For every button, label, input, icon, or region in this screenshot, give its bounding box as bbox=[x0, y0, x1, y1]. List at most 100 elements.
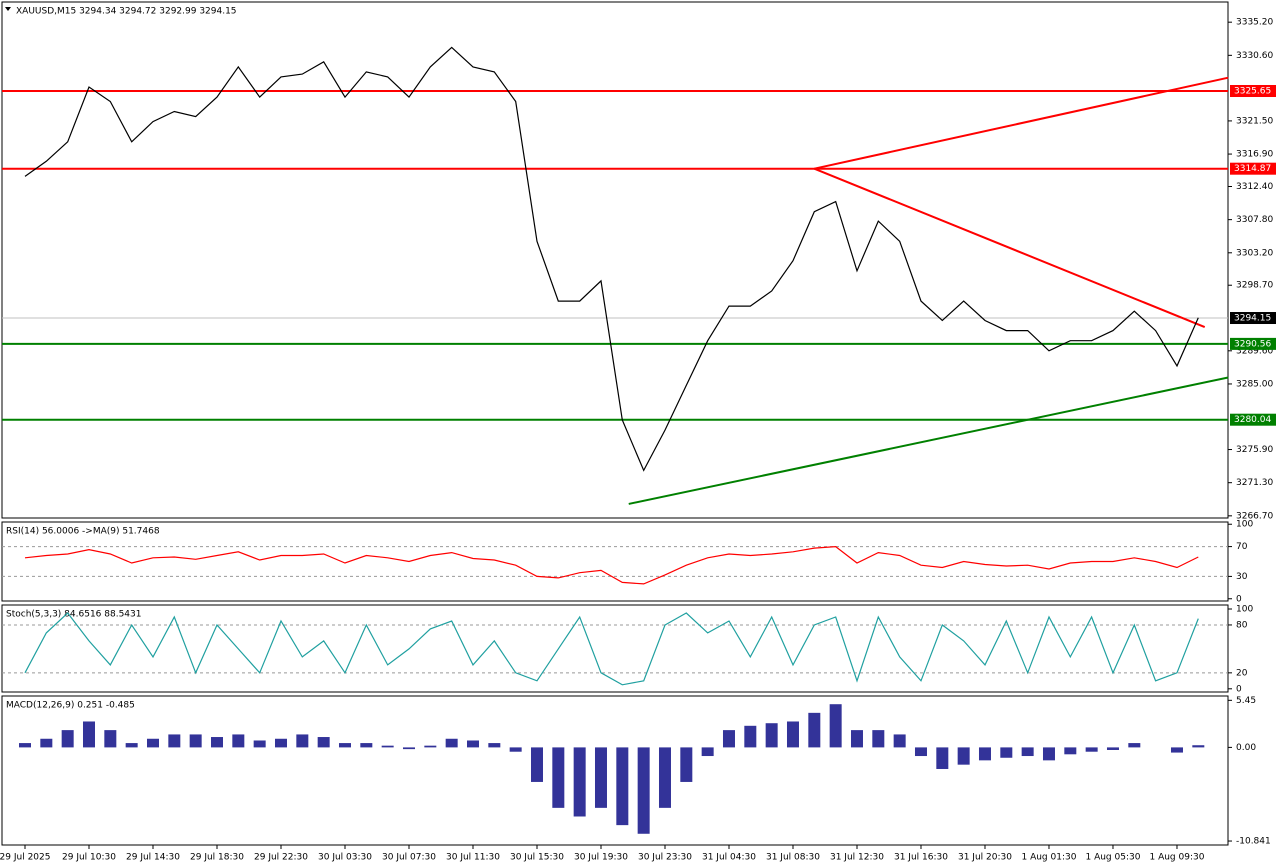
price-level-label: 3290.56 bbox=[1234, 339, 1271, 349]
histogram-bar bbox=[253, 740, 266, 748]
panel-frame bbox=[1, 1, 1229, 519]
x-tick-label: 30 Jul 19:30 bbox=[574, 853, 628, 863]
y-tick-label: 70 bbox=[1236, 542, 1248, 552]
y-tick-label: 80 bbox=[1236, 620, 1248, 630]
series-line bbox=[24, 612, 1199, 686]
histogram-bar bbox=[19, 743, 31, 748]
x-tick-label: 29 Jul 10:30 bbox=[62, 853, 116, 863]
y-tick-label: 0 bbox=[1236, 684, 1242, 694]
histogram-bar bbox=[509, 747, 522, 752]
histogram-bar bbox=[104, 730, 117, 748]
x-tick-label: 31 Jul 20:30 bbox=[958, 853, 1012, 863]
x-tick-label: 30 Jul 11:30 bbox=[446, 853, 500, 863]
x-tick-label: 31 Jul 16:30 bbox=[894, 853, 948, 863]
x-tick-label: 30 Jul 15:30 bbox=[510, 853, 564, 863]
panel-frame bbox=[1, 521, 1229, 602]
histogram-bar bbox=[914, 747, 927, 757]
histogram-bar bbox=[978, 747, 991, 761]
x-tick-label: 30 Jul 07:30 bbox=[382, 853, 436, 863]
histogram-bar bbox=[594, 747, 607, 808]
histogram-bar bbox=[872, 730, 885, 748]
histogram-bar bbox=[530, 747, 543, 782]
x-tick-label: 1 Aug 05:30 bbox=[1085, 853, 1140, 863]
histogram-bar bbox=[210, 737, 223, 748]
histogram-bar bbox=[125, 743, 138, 748]
x-tick-label: 31 Jul 12:30 bbox=[830, 853, 884, 863]
histogram-bar bbox=[658, 747, 671, 808]
histogram-bar bbox=[424, 745, 437, 748]
x-tick-label: 30 Jul 23:30 bbox=[638, 853, 692, 863]
y-tick-label: 3321.50 bbox=[1236, 116, 1273, 126]
histogram-bar bbox=[168, 734, 181, 748]
panel-title: MACD(12,26,9) 0.251 -0.485 bbox=[6, 701, 135, 711]
histogram-bar bbox=[1042, 747, 1055, 761]
histogram-bar bbox=[573, 747, 586, 817]
x-tick-label: 1 Aug 01:30 bbox=[1021, 853, 1076, 863]
histogram-bar bbox=[1021, 747, 1034, 757]
histogram-bar bbox=[466, 740, 479, 748]
histogram-bar bbox=[146, 738, 159, 748]
price-level-box bbox=[1230, 413, 1276, 426]
histogram-bar bbox=[936, 747, 949, 769]
histogram-bar bbox=[957, 747, 970, 765]
y-tick-label: 3303.20 bbox=[1236, 248, 1273, 258]
x-tick-label: 31 Jul 04:30 bbox=[702, 853, 756, 863]
y-tick-label: 3307.80 bbox=[1236, 215, 1273, 225]
x-tick-label: 29 Jul 14:30 bbox=[126, 853, 180, 863]
histogram-bar bbox=[1000, 747, 1013, 758]
panel-frame bbox=[1, 695, 1229, 846]
price-level-box bbox=[1230, 337, 1276, 350]
x-tick-label: 29 Jul 22:30 bbox=[254, 853, 308, 863]
histogram-bar bbox=[680, 747, 693, 782]
histogram-bar bbox=[1106, 747, 1119, 750]
y-tick-label: 0.00 bbox=[1236, 743, 1256, 753]
price-level-box bbox=[1230, 162, 1276, 175]
histogram-bar bbox=[402, 747, 415, 750]
price-level-label: 3294.15 bbox=[1234, 314, 1271, 324]
histogram-bar bbox=[1064, 747, 1077, 755]
series-line bbox=[24, 545, 1199, 585]
x-tick-label: 29 Jul 18:30 bbox=[190, 853, 244, 863]
y-tick-label: 3335.20 bbox=[1236, 18, 1273, 28]
histogram-bar bbox=[488, 743, 501, 748]
y-tick-label: 30 bbox=[1236, 572, 1248, 582]
x-tick-label: 31 Jul 08:30 bbox=[766, 853, 820, 863]
histogram-bar bbox=[1128, 743, 1141, 748]
histogram-bar bbox=[381, 745, 394, 748]
histogram-bar bbox=[786, 721, 799, 748]
y-tick-label: 3298.70 bbox=[1236, 281, 1273, 291]
y-tick-label: 20 bbox=[1236, 668, 1248, 678]
price-level-label: 3280.04 bbox=[1234, 415, 1271, 425]
x-tick-label: 1 Aug 09:30 bbox=[1149, 853, 1204, 863]
trendline bbox=[813, 167, 1206, 328]
histogram-bar bbox=[82, 721, 95, 748]
histogram-bar bbox=[893, 734, 906, 748]
histogram-bar bbox=[808, 712, 821, 748]
price-level-box bbox=[1230, 312, 1276, 325]
y-tick-label: 100 bbox=[1236, 520, 1253, 530]
histogram-bar bbox=[445, 738, 458, 748]
y-tick-label: 3289.60 bbox=[1236, 346, 1273, 356]
histogram-bar bbox=[338, 743, 351, 748]
y-tick-label: -10.841 bbox=[1236, 837, 1271, 847]
histogram-bar bbox=[274, 738, 287, 748]
histogram-bar bbox=[744, 725, 757, 748]
histogram-bar bbox=[616, 747, 629, 826]
y-tick-label: 3330.60 bbox=[1236, 51, 1273, 61]
trendline bbox=[628, 376, 1229, 505]
y-tick-label: 0 bbox=[1236, 594, 1242, 604]
histogram-bar bbox=[829, 704, 842, 748]
histogram-bar bbox=[189, 734, 202, 748]
histogram-bar bbox=[40, 738, 53, 748]
series-line bbox=[24, 46, 1199, 472]
y-tick-label: 3312.40 bbox=[1236, 182, 1273, 192]
histogram-bar bbox=[317, 737, 330, 748]
histogram-bar bbox=[701, 747, 714, 757]
y-tick-label: 3316.90 bbox=[1236, 150, 1273, 160]
panel-title: RSI(14) 56.0006 ->MA(9) 51.7468 bbox=[6, 527, 160, 537]
histogram-bar bbox=[552, 747, 565, 808]
panel-frame bbox=[1, 604, 1229, 693]
y-tick-label: 3285.00 bbox=[1236, 379, 1273, 389]
histogram-bar bbox=[637, 747, 650, 834]
